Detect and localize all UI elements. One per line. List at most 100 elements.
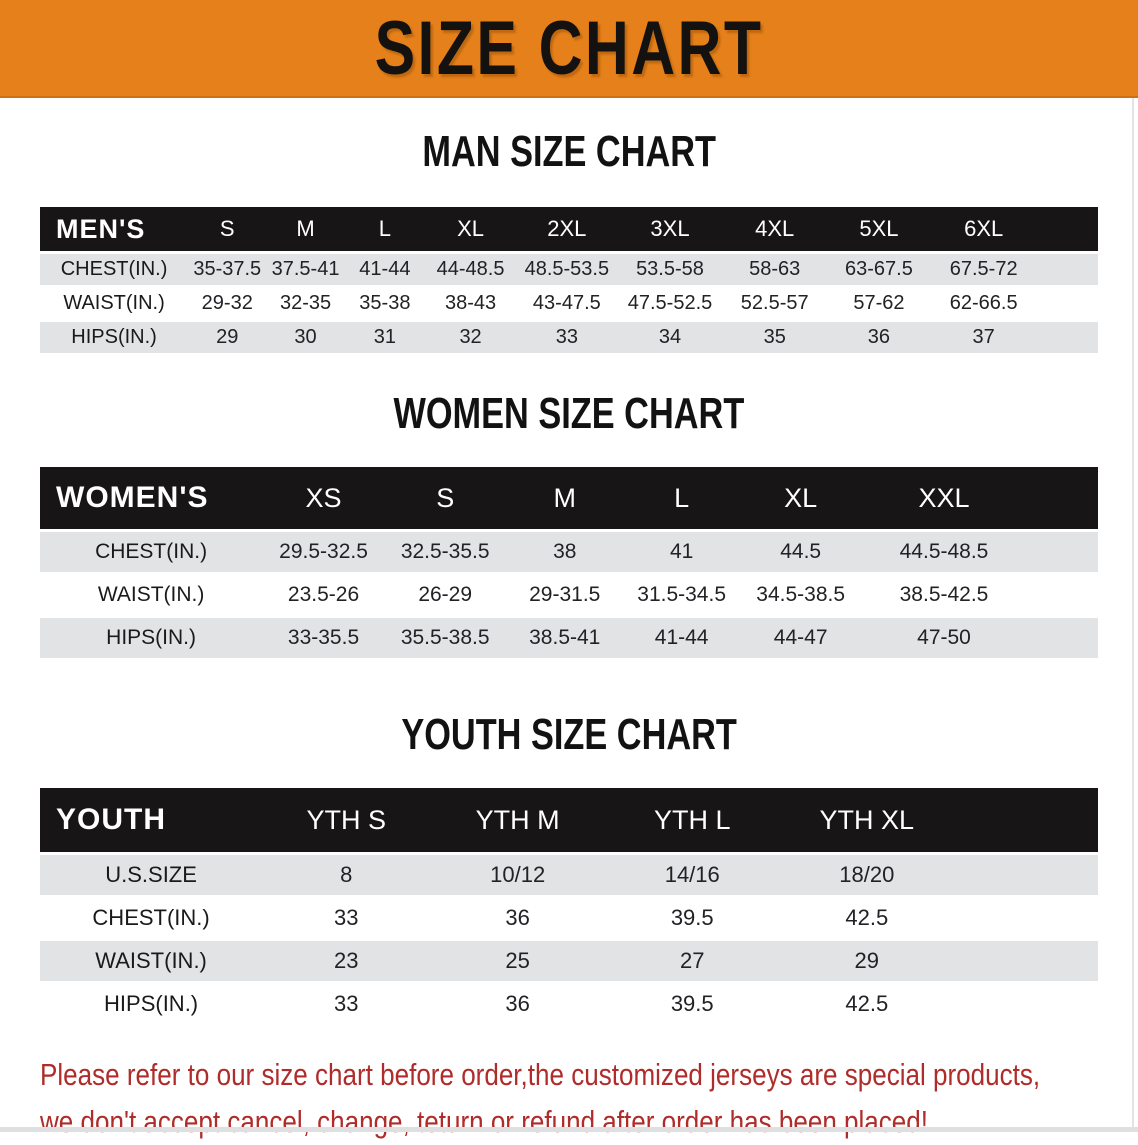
size-value-cell: 41-44 [623, 618, 740, 658]
women-section-title: WOMEN SIZE CHART [0, 388, 1138, 450]
size-value-cell: 62-66.5 [930, 288, 1037, 319]
size-value-cell: 39.5 [604, 898, 780, 938]
size-value-cell: 36 [430, 898, 605, 938]
size-value-cell: 18/20 [779, 855, 955, 895]
row-filler-cell [1036, 322, 1098, 353]
row-label: HIPS(IN.) [40, 984, 263, 1024]
women-section-title-text: WOMEN SIZE CHART [393, 389, 745, 438]
table-row: U.S.SIZE 8 10/12 14/16 18/20 [40, 855, 1098, 895]
table-row: WAIST(IN.) 23.5-26 26-29 29-31.5 31.5-34.5 34… [40, 575, 1098, 615]
size-value-cell: 23.5-26 [262, 575, 385, 615]
size-value-cell: 10/12 [430, 855, 605, 895]
table-row: HIPS(IN.) 33 36 39.5 42.5 [40, 984, 1098, 1024]
size-value-cell: 31 [344, 322, 426, 353]
corner-label: YOUTH [40, 788, 263, 852]
size-value-cell: 33 [262, 898, 431, 938]
size-column-header: S [188, 207, 267, 251]
row-label: WAIST(IN.) [40, 288, 189, 319]
size-value-cell: 37 [930, 322, 1037, 353]
size-value-cell: 44-47 [739, 618, 863, 658]
header-filler-cell [1026, 467, 1098, 529]
men-size-table: MEN'S S M L XL 2XL 3XL 4XL 5XL 6XL CHEST(IN.) 35-37… [40, 204, 1098, 356]
size-value-cell: 36 [430, 984, 605, 1024]
size-value-cell: 41-44 [344, 254, 426, 285]
size-value-cell: 42.5 [779, 898, 955, 938]
table-header-row: YOUTH YTH S YTH M YTH L YTH XL [40, 788, 1098, 852]
size-column-header: XL [739, 467, 863, 529]
disclaimer-line-2: we don't accept cancel, change, teturn o… [40, 1104, 929, 1139]
size-value-cell: 38.5-42.5 [862, 575, 1026, 615]
size-value-cell: 47.5-52.5 [617, 288, 723, 319]
header-filler-cell [954, 788, 1098, 852]
table-header-row: WOMEN'S XS S M L XL XXL [40, 467, 1098, 529]
size-value-cell: 35-37.5 [188, 254, 267, 285]
row-label: HIPS(IN.) [40, 322, 189, 353]
row-filler-cell [954, 984, 1098, 1024]
row-filler-cell [1036, 288, 1098, 319]
corner-label: MEN'S [40, 207, 189, 251]
size-value-cell: 52.5-57 [722, 288, 828, 319]
size-value-cell: 63-67.5 [827, 254, 931, 285]
size-column-header: YTH M [430, 788, 605, 852]
row-label: CHEST(IN.) [40, 898, 263, 938]
size-value-cell: 33-35.5 [262, 618, 385, 658]
size-column-header: L [344, 207, 426, 251]
size-value-cell: 39.5 [604, 984, 780, 1024]
size-value-cell: 29.5-32.5 [262, 532, 385, 572]
bottom-edge-strip [0, 1127, 1138, 1132]
row-filler-cell [1026, 532, 1098, 572]
order-disclaimer: Please refer to our size chart before or… [40, 1051, 1138, 1145]
size-value-cell: 33 [262, 984, 431, 1024]
size-value-cell: 42.5 [779, 984, 955, 1024]
row-label: CHEST(IN.) [40, 254, 189, 285]
size-value-cell: 34.5-38.5 [739, 575, 863, 615]
size-value-cell: 34 [617, 322, 723, 353]
size-value-cell: 38 [505, 532, 624, 572]
youth-size-table: YOUTH YTH S YTH M YTH L YTH XL U.S.SIZE 8 10/12… [40, 785, 1098, 1027]
men-section-title-text: MAN SIZE CHART [422, 127, 716, 176]
size-value-cell: 38-43 [425, 288, 517, 319]
corner-label: WOMEN'S [40, 467, 263, 529]
header-filler-cell [1036, 207, 1098, 251]
size-column-header: L [623, 467, 740, 529]
size-value-cell: 41 [623, 532, 740, 572]
size-value-cell: 23 [262, 941, 431, 981]
disclaimer-line-1: Please refer to our size chart before or… [40, 1057, 1041, 1092]
table-header-row: MEN'S S M L XL 2XL 3XL 4XL 5XL 6XL [40, 207, 1098, 251]
size-value-cell: 35.5-38.5 [384, 618, 506, 658]
size-value-cell: 29-31.5 [505, 575, 624, 615]
size-column-header: 2XL [516, 207, 618, 251]
size-value-cell: 30 [266, 322, 345, 353]
size-value-cell: 67.5-72 [930, 254, 1037, 285]
size-column-header: 4XL [722, 207, 828, 251]
size-value-cell: 38.5-41 [505, 618, 624, 658]
size-column-header: YTH L [604, 788, 780, 852]
row-label: WAIST(IN.) [40, 575, 263, 615]
men-section-title: MAN SIZE CHART [0, 126, 1138, 188]
size-column-header: XS [262, 467, 385, 529]
size-value-cell: 29-32 [188, 288, 267, 319]
size-value-cell: 8 [262, 855, 431, 895]
youth-section-title: YOUTH SIZE CHART [0, 709, 1138, 771]
size-value-cell: 25 [430, 941, 605, 981]
table-row: WAIST(IN.) 23 25 27 29 [40, 941, 1098, 981]
row-filler-cell [954, 941, 1098, 981]
size-value-cell: 35 [722, 322, 828, 353]
size-value-cell: 32.5-35.5 [384, 532, 506, 572]
row-filler-cell [954, 855, 1098, 895]
table-row: CHEST(IN.) 29.5-32.5 32.5-35.5 38 41 44.5 44.5… [40, 532, 1098, 572]
size-value-cell: 44-48.5 [425, 254, 517, 285]
size-value-cell: 32 [425, 322, 517, 353]
size-value-cell: 44.5 [739, 532, 863, 572]
row-filler-cell [1026, 618, 1098, 658]
size-value-cell: 32-35 [266, 288, 345, 319]
size-value-cell: 44.5-48.5 [862, 532, 1026, 572]
size-value-cell: 47-50 [862, 618, 1026, 658]
banner-title: SIZE CHART [374, 5, 764, 91]
table-row: HIPS(IN.) 29 30 31 32 33 34 35 36 37 [40, 322, 1098, 353]
size-column-header: S [384, 467, 506, 529]
size-value-cell: 53.5-58 [617, 254, 723, 285]
row-label: WAIST(IN.) [40, 941, 263, 981]
size-value-cell: 31.5-34.5 [623, 575, 740, 615]
table-row: CHEST(IN.) 35-37.5 37.5-41 41-44 44-48.5 48.5… [40, 254, 1098, 285]
